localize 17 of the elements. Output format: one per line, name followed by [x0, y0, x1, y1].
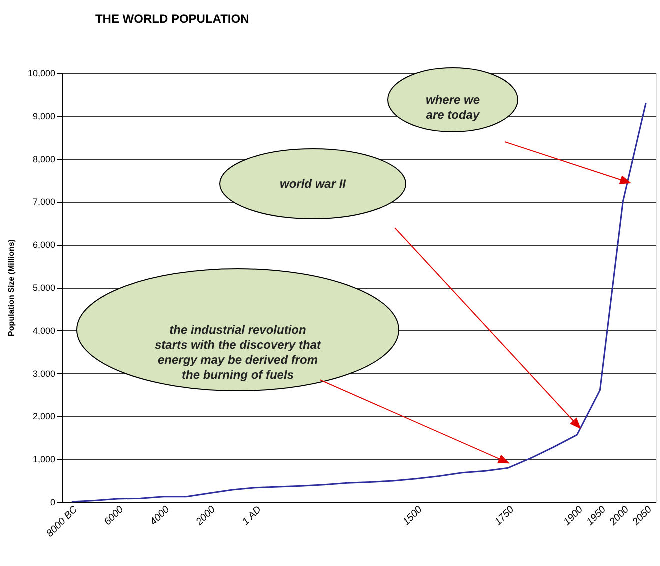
- y-tick-label: 9,000: [32, 111, 56, 122]
- y-tick-label: 1,000: [32, 454, 56, 465]
- y-tick-label: 5,000: [32, 283, 56, 293]
- annotation: the industrial revolution starts with the discovery that energy may be derived from the burning of fuels: [154, 323, 322, 382]
- annotation: world war II: [280, 177, 347, 191]
- y-tick-label: 4,000: [32, 326, 56, 336]
- x-tick-label: 1 AD: [240, 504, 264, 528]
- y-tick-label: 8,000: [32, 154, 56, 164]
- chart-title: THE WORLD POPULATION: [95, 12, 250, 26]
- y-tick-label: 0: [50, 498, 56, 508]
- y-tick-label: 10,000: [28, 68, 56, 78]
- y-tick-label: 6,000: [32, 240, 56, 250]
- annotation: where we are today: [426, 93, 481, 122]
- y-tick-label: 3,000: [32, 368, 56, 379]
- y-tick-label: 7,000: [32, 197, 56, 208]
- y-axis-title: Population Size (Millions): [6, 239, 16, 336]
- y-tick-label: 2,000: [32, 412, 56, 422]
